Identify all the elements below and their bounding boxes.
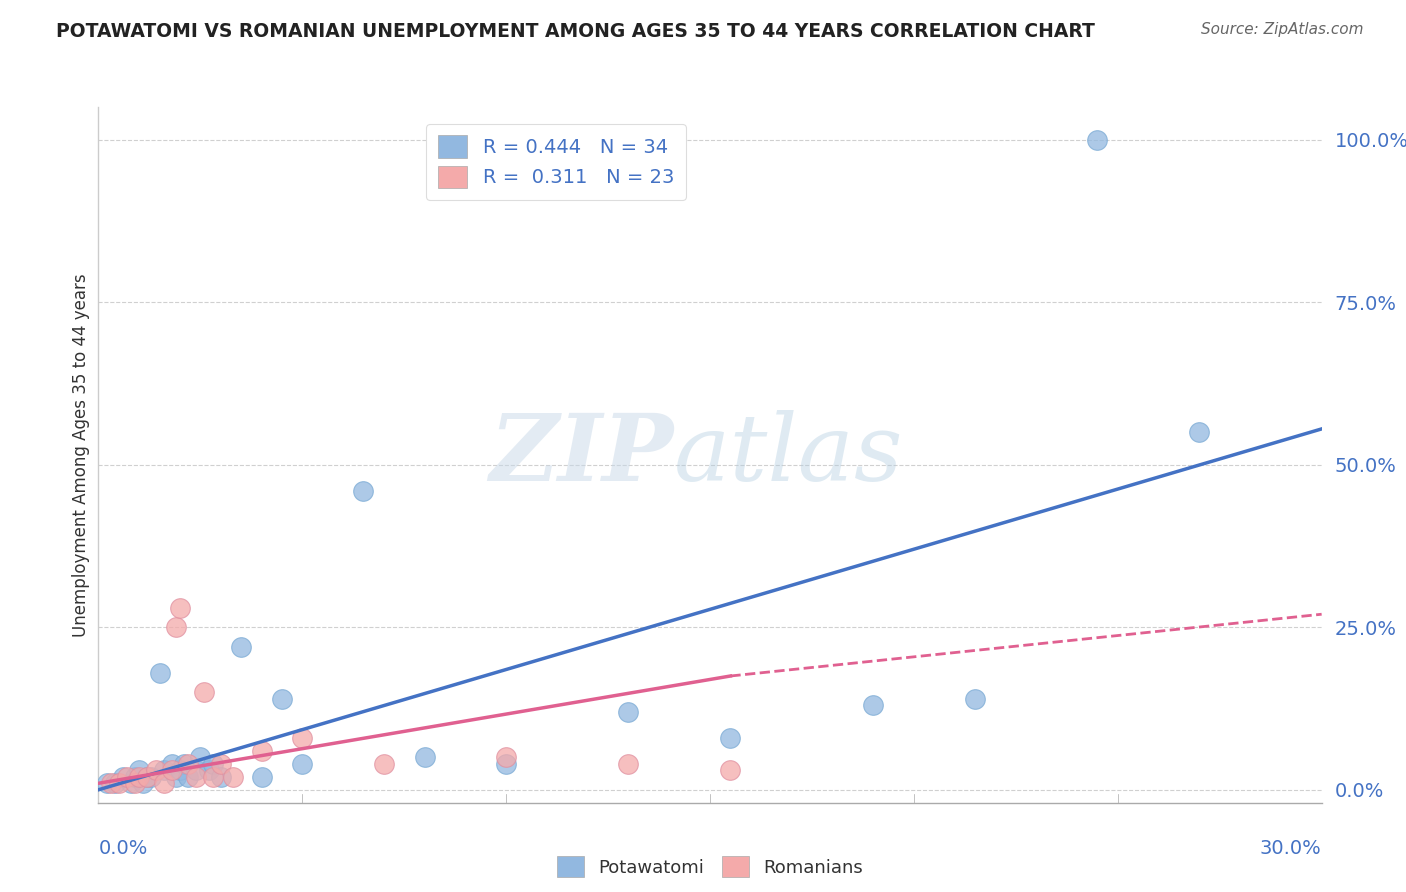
Legend: Potawatomi, Romanians: Potawatomi, Romanians bbox=[550, 849, 870, 884]
Point bbox=[152, 776, 174, 790]
Point bbox=[373, 756, 395, 771]
Point bbox=[201, 756, 224, 771]
Point bbox=[1085, 132, 1108, 146]
Text: Source: ZipAtlas.com: Source: ZipAtlas.com bbox=[1201, 22, 1364, 37]
Point bbox=[177, 770, 200, 784]
Point bbox=[617, 705, 640, 719]
Point bbox=[104, 776, 127, 790]
Point bbox=[209, 756, 232, 771]
Y-axis label: Unemployment Among Ages 35 to 44 years: Unemployment Among Ages 35 to 44 years bbox=[72, 273, 90, 637]
Point bbox=[231, 640, 253, 654]
Point bbox=[193, 685, 215, 699]
Point bbox=[617, 756, 640, 771]
Point bbox=[169, 764, 191, 778]
Point bbox=[173, 756, 195, 771]
Point bbox=[115, 770, 138, 784]
Point bbox=[132, 776, 155, 790]
Point bbox=[165, 620, 187, 634]
Point bbox=[197, 764, 219, 778]
Point bbox=[222, 770, 245, 784]
Point bbox=[108, 776, 131, 790]
Point bbox=[136, 770, 159, 784]
Point bbox=[495, 750, 517, 764]
Point bbox=[201, 770, 224, 784]
Point bbox=[186, 764, 208, 778]
Point bbox=[145, 764, 167, 778]
Point bbox=[718, 731, 742, 745]
Point bbox=[128, 764, 150, 778]
Point bbox=[291, 731, 314, 745]
Point bbox=[250, 744, 273, 758]
Point bbox=[169, 600, 191, 615]
Point bbox=[250, 770, 273, 784]
Point bbox=[352, 483, 374, 498]
Point bbox=[270, 691, 294, 706]
Point bbox=[965, 691, 987, 706]
Point bbox=[209, 770, 232, 784]
Point bbox=[100, 776, 122, 790]
Point bbox=[149, 665, 172, 680]
Point bbox=[160, 764, 183, 778]
Text: 30.0%: 30.0% bbox=[1260, 838, 1322, 857]
Point bbox=[291, 756, 314, 771]
Point bbox=[124, 776, 146, 790]
Point bbox=[160, 756, 183, 771]
Text: POTAWATOMI VS ROMANIAN UNEMPLOYMENT AMONG AGES 35 TO 44 YEARS CORRELATION CHART: POTAWATOMI VS ROMANIAN UNEMPLOYMENT AMON… bbox=[56, 22, 1095, 41]
Point bbox=[152, 764, 174, 778]
Point bbox=[141, 770, 163, 784]
Point bbox=[495, 756, 517, 771]
Point bbox=[177, 756, 200, 771]
Point bbox=[124, 770, 146, 784]
Point bbox=[120, 776, 142, 790]
Text: ZIP: ZIP bbox=[489, 410, 673, 500]
Point bbox=[165, 770, 187, 784]
Point bbox=[128, 770, 150, 784]
Point bbox=[862, 698, 884, 713]
Point bbox=[96, 776, 118, 790]
Point bbox=[186, 770, 208, 784]
Point bbox=[136, 770, 159, 784]
Text: 0.0%: 0.0% bbox=[98, 838, 148, 857]
Text: atlas: atlas bbox=[673, 410, 903, 500]
Point bbox=[413, 750, 436, 764]
Point bbox=[188, 750, 212, 764]
Point bbox=[718, 764, 742, 778]
Point bbox=[111, 770, 134, 784]
Point bbox=[1188, 425, 1211, 439]
